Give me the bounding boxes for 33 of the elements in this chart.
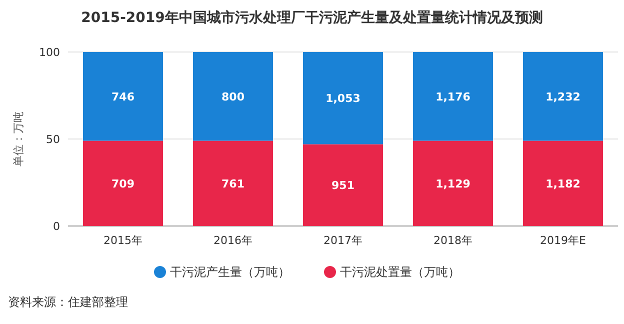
legend-item: 干污泥处置量（万吨） bbox=[324, 265, 460, 279]
x-tick-label: 2017年 bbox=[324, 234, 362, 247]
annotation: 951 bbox=[332, 179, 354, 192]
bar bbox=[523, 52, 603, 141]
x-tick-label: 2019年E bbox=[540, 234, 586, 247]
bar bbox=[83, 52, 163, 141]
bar bbox=[83, 140, 163, 226]
bar bbox=[523, 140, 603, 226]
y-tick-label: 100 bbox=[39, 46, 60, 59]
annotation: 1,053 bbox=[326, 92, 360, 106]
bar bbox=[303, 52, 383, 144]
annotation: 1,232 bbox=[546, 90, 580, 104]
annotation: 709 bbox=[112, 177, 134, 190]
x-tick-label: 2016年 bbox=[214, 234, 252, 247]
annotation: 1,182 bbox=[546, 177, 580, 190]
bar bbox=[413, 140, 493, 226]
chart-title: 2015-2019年中国城市污水处理厂干污泥产生量及处置量统计情况及预测 bbox=[81, 9, 543, 26]
bar bbox=[413, 52, 493, 141]
legend-item: 干污泥产生量（万吨） bbox=[154, 265, 290, 279]
annotation: 761 bbox=[222, 177, 244, 190]
bar bbox=[193, 140, 273, 226]
annotation: 1,129 bbox=[436, 177, 470, 190]
x-tick-label: 2018年 bbox=[434, 234, 472, 247]
annotation: 1,176 bbox=[436, 90, 471, 104]
y-axis-title: 单位：万吨 bbox=[12, 112, 25, 166]
y-tick-label: 0 bbox=[53, 220, 60, 233]
x-tick-label: 2015年 bbox=[104, 234, 142, 247]
annotation: 800 bbox=[222, 90, 245, 104]
y-tick-label: 50 bbox=[46, 133, 60, 146]
bar bbox=[193, 52, 273, 141]
annotation: 746 bbox=[112, 90, 135, 104]
bar bbox=[303, 144, 383, 226]
text: 资料来源：住建部整理 bbox=[8, 295, 128, 309]
